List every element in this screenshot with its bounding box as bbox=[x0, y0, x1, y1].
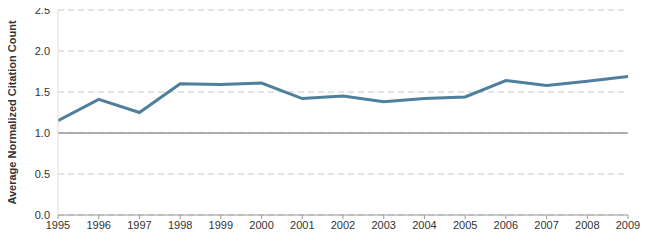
svg-text:2002: 2002 bbox=[331, 219, 355, 231]
svg-text:1999: 1999 bbox=[209, 219, 233, 231]
svg-text:2005: 2005 bbox=[453, 219, 477, 231]
svg-text:2006: 2006 bbox=[494, 219, 518, 231]
svg-text:1.5: 1.5 bbox=[35, 86, 50, 98]
svg-text:1.0: 1.0 bbox=[35, 127, 50, 139]
svg-text:2.5: 2.5 bbox=[35, 8, 50, 16]
svg-text:2008: 2008 bbox=[575, 219, 599, 231]
svg-text:2007: 2007 bbox=[534, 219, 558, 231]
svg-text:1996: 1996 bbox=[86, 219, 110, 231]
svg-text:2000: 2000 bbox=[249, 219, 273, 231]
svg-text:1995: 1995 bbox=[45, 218, 71, 231]
svg-text:2001: 2001 bbox=[290, 219, 314, 231]
svg-text:2004: 2004 bbox=[412, 219, 436, 231]
svg-text:0.0: 0.0 bbox=[35, 209, 50, 221]
svg-text:2003: 2003 bbox=[371, 219, 395, 231]
svg-text:2.0: 2.0 bbox=[35, 45, 50, 57]
svg-text:1997: 1997 bbox=[127, 219, 151, 231]
svg-text:0.5: 0.5 bbox=[35, 168, 50, 180]
svg-text:2009: 2009 bbox=[616, 219, 640, 231]
svg-text:Average Normalized Citation Co: Average Normalized Citation Count bbox=[8, 20, 18, 205]
svg-text:1998: 1998 bbox=[168, 219, 192, 231]
